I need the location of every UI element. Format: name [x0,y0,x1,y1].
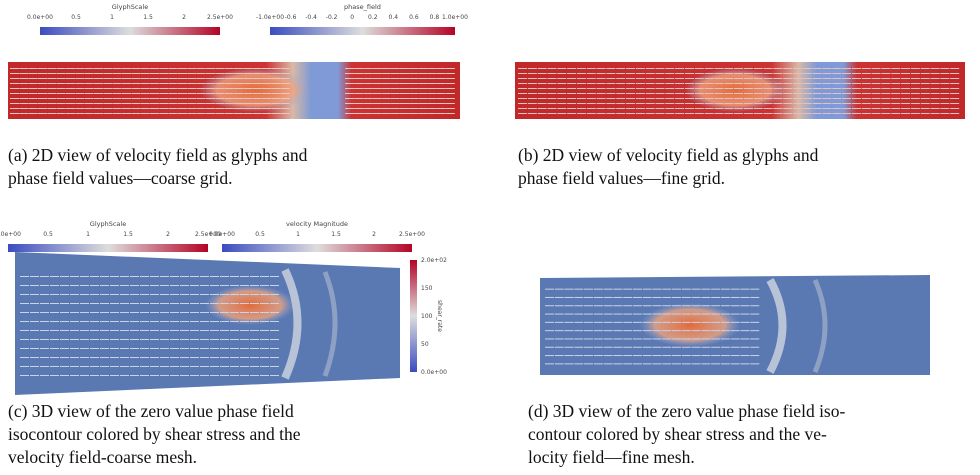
colorbar-tick: 2 [166,231,170,238]
colorbar-tick: 2.5e+00 [399,231,425,238]
colorbar-title: GlyphScale [112,3,148,11]
colorbar-tick: 2.5e+00 [207,14,233,21]
pipe-3d [15,252,400,395]
caption-line: phase field values—coarse grid. [8,167,307,190]
colorbar-tick: 100 [421,313,433,320]
caption-line: (c) 3D view of the zero value phase fiel… [8,400,301,423]
colorbar-tick: 1.5 [143,14,153,21]
caption: (a) 2D view of velocity field as glyphs … [8,144,307,190]
colorbar [270,27,455,35]
colorbar-tick: 0.8 [430,14,440,21]
colorbar-tick: 50 [421,341,429,348]
figure-page: GlyphScale 0.0e+00 0.5 1 1.5 2 2.5e+00 phase_fi… [0,0,980,475]
colorbar [8,244,208,252]
caption-line: (a) 2D view of velocity field as glyphs … [8,144,307,167]
colorbar-tick: 1 [296,231,300,238]
caption-line: isocontour colored by shear stress and t… [8,423,301,446]
colorbar-tick: 0.5 [71,14,81,21]
colorbar-tick: 0.0e+00 [27,14,53,21]
colorbar [40,27,220,35]
colorbar-tick: 0.4 [389,14,399,21]
caption-line: contour colored by shear stress and the … [528,423,845,446]
colorbar-tick: 0.0e+00 [421,369,447,376]
colorbar-tick: 1.0e+00 [442,14,468,21]
colorbar-tick: 1.5 [331,231,341,238]
colorbar [222,244,412,252]
colorbar-tick: 150 [421,285,433,292]
caption-line: (d) 3D view of the zero value phase fiel… [528,400,845,423]
colorbar-tick: 0.5 [255,231,265,238]
colorbar-tick: 1 [110,14,114,21]
caption: (d) 3D view of the zero value phase fiel… [528,400,845,469]
drop [205,285,295,325]
colorbar-tick: 0.5 [43,231,53,238]
colorbar-tick: -0.6 [285,14,297,21]
caption: (c) 3D view of the zero value phase fiel… [8,400,301,469]
colorbar-tick: 2 [372,231,376,238]
colorbar-tick: 1 [86,231,90,238]
colorbar-tick: -0.4 [305,14,317,21]
colorbar-tick: 0.6 [409,14,419,21]
colorbar-tick: -0.2 [326,14,338,21]
drop [200,68,310,112]
colorbar-title: velocity Magnitude [286,220,348,228]
colorbar-tick: 2 [182,14,186,21]
colorbar-tick: 0 [350,14,354,21]
colorbar-tick: -1.0e+00 [256,14,284,21]
colorbar-tick: 2.0e+02 [421,257,447,264]
colorbar-title: phase_field [344,3,381,11]
caption-line: locity field—fine mesh. [528,446,845,469]
drop [640,303,740,347]
drop [685,68,785,112]
colorbar-title: shear_rate [436,300,443,332]
caption-line: velocity field-coarse mesh. [8,446,301,469]
colorbar-title: GlyphScale [90,220,126,228]
colorbar-tick: 0.2 [368,14,378,21]
caption-line: phase field values—fine grid. [518,167,818,190]
caption-line: (b) 2D view of velocity field as glyphs … [518,144,818,167]
colorbar-tick: 0.0e+00 [209,231,235,238]
colorbar-tick: 0.0e+00 [0,231,21,238]
caption: (b) 2D view of velocity field as glyphs … [518,144,818,190]
colorbar [410,260,417,372]
colorbar-tick: 1.5 [123,231,133,238]
